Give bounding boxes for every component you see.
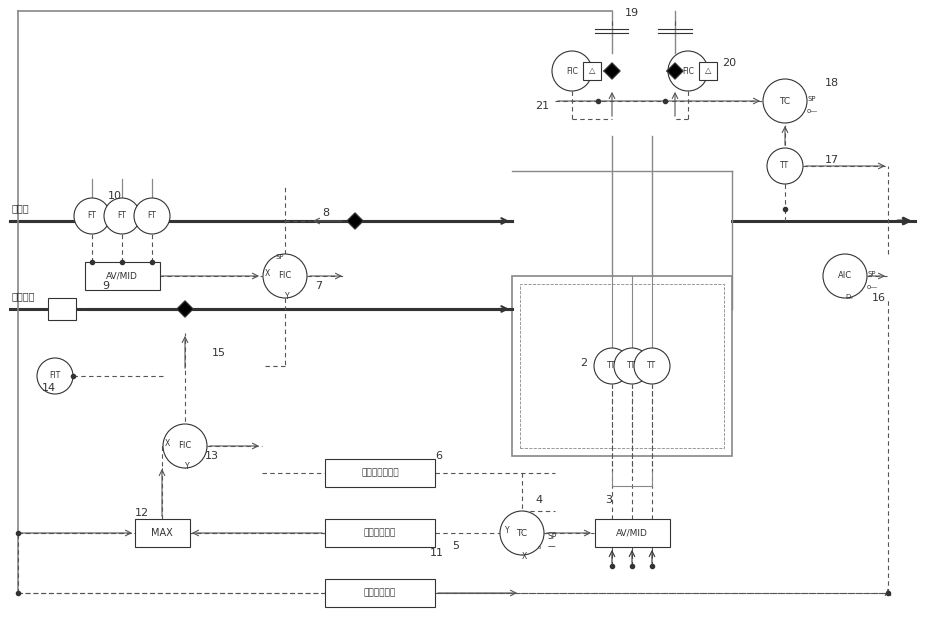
- Text: 16: 16: [872, 293, 886, 303]
- Text: Dₑ: Dₑ: [845, 294, 853, 300]
- Polygon shape: [667, 63, 683, 79]
- Bar: [583, 62, 601, 80]
- Text: 21: 21: [535, 101, 549, 111]
- Polygon shape: [347, 213, 363, 229]
- Text: 6: 6: [435, 451, 442, 461]
- Text: FT: FT: [148, 212, 156, 220]
- Text: FIC: FIC: [179, 442, 191, 450]
- Text: FIC: FIC: [682, 66, 694, 76]
- Text: 稀酸空气: 稀酸空气: [12, 291, 35, 301]
- Text: X: X: [165, 439, 170, 448]
- Circle shape: [767, 148, 803, 184]
- Circle shape: [594, 348, 630, 384]
- Circle shape: [614, 348, 650, 384]
- Text: —: —: [548, 542, 556, 551]
- Text: 20: 20: [722, 58, 736, 68]
- Text: △: △: [705, 66, 711, 76]
- Text: 5: 5: [452, 541, 459, 551]
- Text: 4: 4: [535, 495, 542, 505]
- Text: AV/MID: AV/MID: [106, 271, 138, 281]
- Text: 19: 19: [625, 8, 639, 18]
- Text: SP: SP: [275, 254, 283, 260]
- Text: 2: 2: [580, 358, 587, 368]
- Circle shape: [37, 358, 73, 394]
- Circle shape: [634, 348, 670, 384]
- Text: FIT: FIT: [49, 371, 61, 381]
- Text: o—: o—: [867, 284, 878, 290]
- Circle shape: [823, 254, 867, 298]
- Text: TT: TT: [648, 361, 657, 371]
- Text: 燃料气: 燃料气: [12, 203, 30, 213]
- Text: 转换空气流量: 转换空气流量: [364, 528, 396, 538]
- Text: 转换燃料气流量: 转换燃料气流量: [361, 468, 399, 478]
- Text: TC: TC: [780, 96, 791, 106]
- Text: FIC: FIC: [566, 66, 578, 76]
- Circle shape: [134, 198, 170, 234]
- Bar: [325, 519, 435, 547]
- Circle shape: [104, 198, 140, 234]
- Text: X: X: [265, 269, 270, 278]
- Text: 11: 11: [430, 548, 444, 558]
- Circle shape: [763, 79, 807, 123]
- Circle shape: [552, 51, 592, 91]
- Circle shape: [500, 511, 544, 555]
- Text: MAX: MAX: [151, 528, 173, 538]
- Bar: [699, 62, 717, 80]
- Circle shape: [668, 51, 708, 91]
- Text: 14: 14: [42, 383, 56, 393]
- Text: 转换空气流量: 转换空气流量: [364, 589, 396, 597]
- Text: TT: TT: [608, 361, 617, 371]
- Text: 15: 15: [212, 348, 226, 358]
- Text: AIC: AIC: [838, 271, 852, 281]
- Text: 1: 1: [656, 360, 664, 373]
- Text: TT: TT: [627, 361, 636, 371]
- Text: X: X: [522, 552, 527, 561]
- Text: TT: TT: [781, 161, 790, 171]
- Text: Y: Y: [505, 526, 510, 535]
- Text: 9: 9: [102, 281, 109, 291]
- Bar: [84, 262, 159, 290]
- Polygon shape: [604, 63, 620, 79]
- Circle shape: [74, 198, 110, 234]
- Text: SP: SP: [807, 96, 816, 102]
- Text: 18: 18: [825, 78, 839, 88]
- Text: o—: o—: [807, 108, 819, 114]
- Bar: [520, 284, 724, 448]
- Text: 10: 10: [108, 191, 122, 201]
- Bar: [48, 298, 76, 320]
- Text: FT: FT: [88, 212, 96, 220]
- Text: 13: 13: [205, 451, 219, 461]
- Text: 17: 17: [825, 155, 839, 165]
- Text: SP: SP: [548, 532, 558, 541]
- Bar: [595, 519, 670, 547]
- Polygon shape: [177, 301, 193, 317]
- Bar: [512, 276, 732, 456]
- Text: TC: TC: [516, 528, 527, 538]
- Text: △: △: [588, 66, 596, 76]
- Text: 8: 8: [322, 208, 329, 218]
- Text: SP: SP: [867, 271, 875, 277]
- Circle shape: [163, 424, 207, 468]
- Circle shape: [263, 254, 307, 298]
- Text: o: o: [538, 545, 541, 550]
- Text: FT: FT: [117, 212, 127, 220]
- Text: FIC: FIC: [278, 271, 291, 281]
- Text: 7: 7: [315, 281, 322, 291]
- Text: Y: Y: [285, 292, 290, 301]
- Bar: [325, 459, 435, 487]
- Bar: [134, 519, 190, 547]
- Text: 3: 3: [605, 495, 612, 505]
- Bar: [325, 579, 435, 607]
- Text: Y: Y: [185, 462, 190, 471]
- Text: AV/MID: AV/MID: [616, 528, 648, 538]
- Text: 12: 12: [135, 508, 149, 518]
